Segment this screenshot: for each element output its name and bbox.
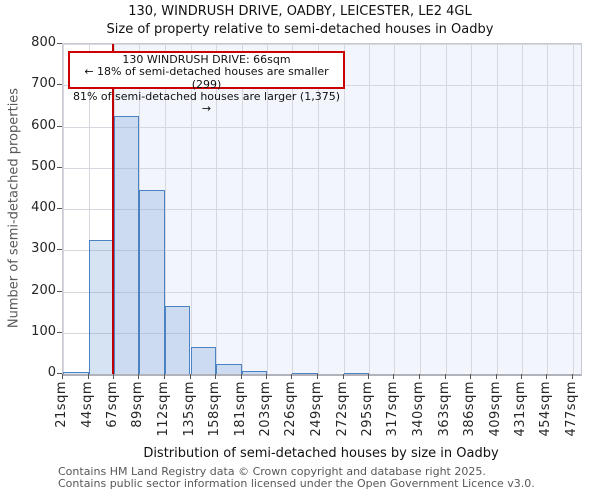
y-tick-label: 700 — [31, 76, 56, 92]
y-tick-label: 400 — [31, 200, 56, 215]
histogram-bar — [139, 190, 165, 374]
horizontal-gridline — [63, 209, 581, 210]
x-tick-mark — [495, 374, 497, 379]
x-tick-mark — [546, 374, 548, 379]
y-tick-label: 300 — [31, 241, 56, 257]
histogram-bar — [164, 305, 191, 374]
x-tick-label: 386sqm — [462, 381, 478, 437]
x-tick-mark — [138, 374, 140, 379]
histogram-bar — [88, 239, 115, 374]
x-tick-mark — [444, 374, 446, 379]
x-tick-mark — [240, 374, 242, 379]
x-tick-mark — [368, 374, 370, 379]
histogram-bar — [241, 370, 267, 374]
horizontal-gridline — [63, 291, 581, 293]
horizontal-gridline — [63, 44, 581, 45]
histogram-bar — [190, 347, 217, 374]
x-tick-mark — [113, 374, 115, 379]
x-tick-label: 340sqm — [410, 381, 426, 437]
y-tick-mark — [57, 125, 62, 127]
y-tick-label: 200 — [31, 282, 56, 298]
x-tick-mark — [291, 374, 293, 379]
x-tick-mark — [62, 374, 63, 379]
x-tick-label: 181sqm — [232, 381, 248, 437]
horizontal-gridline — [63, 167, 581, 169]
x-tick-label: 249sqm — [309, 381, 324, 437]
x-tick-label: 112sqm — [155, 381, 171, 437]
y-tick-label: 0 — [47, 365, 56, 380]
annotation-box: 130 WINDRUSH DRIVE: 66sqm ← 18% of semi-… — [68, 51, 345, 115]
x-tick-label: 44sqm — [79, 381, 95, 428]
plot-area: 130 WINDRUSH DRIVE: 66sqm ← 18% of semi-… — [62, 43, 582, 376]
x-tick-label: 203sqm — [257, 381, 273, 437]
x-tick-label: 89sqm — [130, 381, 146, 428]
histogram-bar — [343, 373, 370, 375]
x-tick-mark — [163, 374, 165, 379]
horizontal-gridline — [63, 126, 581, 128]
x-tick-label: 226sqm — [283, 381, 299, 437]
x-tick-label: 272sqm — [334, 381, 350, 437]
y-tick-label: 100 — [31, 323, 56, 339]
histogram-bar — [63, 371, 89, 374]
x-tick-mark — [87, 374, 89, 379]
y-tick-label: 800 — [31, 35, 56, 50]
histogram-bar — [114, 116, 140, 374]
y-tick-mark — [57, 43, 62, 44]
footer-line-2: Contains public sector information licen… — [58, 476, 535, 490]
x-tick-label: 295sqm — [360, 381, 376, 437]
x-tick-label: 477sqm — [564, 381, 579, 437]
property-marker-line — [112, 44, 115, 374]
x-tick-mark — [470, 374, 472, 379]
y-tick-mark — [57, 290, 62, 292]
footer-line-1: Contains HM Land Registry data © Crown c… — [58, 465, 486, 478]
x-tick-mark — [189, 374, 191, 379]
x-tick-mark — [265, 374, 267, 379]
histogram-bar — [216, 363, 242, 374]
x-tick-label: 363sqm — [436, 381, 452, 437]
y-tick-label: 600 — [31, 117, 56, 133]
annotation-line-2: ← 18% of semi-detached houses are smalle… — [84, 65, 329, 91]
x-tick-label: 317sqm — [385, 381, 401, 437]
x-tick-mark — [215, 374, 217, 379]
y-tick-mark — [57, 331, 62, 333]
histogram-bar — [292, 373, 318, 375]
x-tick-label: 158sqm — [207, 381, 223, 437]
x-tick-label: 409sqm — [487, 381, 503, 437]
annotation-line-1: 130 WINDRUSH DRIVE: 66sqm — [122, 53, 291, 66]
chart-subtitle: Size of property relative to semi-detach… — [106, 22, 494, 37]
x-tick-mark — [342, 374, 344, 379]
y-tick-mark — [57, 84, 62, 86]
x-tick-label: 67sqm — [105, 381, 121, 428]
y-tick-label: 500 — [31, 158, 56, 174]
x-tick-mark — [317, 374, 318, 379]
footer-attribution: Contains HM Land Registry data © Crown c… — [58, 466, 535, 489]
horizontal-gridline — [63, 250, 581, 252]
x-tick-label: 135sqm — [181, 381, 197, 437]
x-axis-title: Distribution of semi-detached houses by … — [143, 446, 499, 461]
y-tick-mark — [57, 249, 62, 251]
x-tick-label: 21sqm — [54, 381, 69, 428]
x-tick-mark — [418, 374, 420, 379]
chart-title: 130, WINDRUSH DRIVE, OADBY, LEICESTER, L… — [128, 4, 472, 19]
x-tick-mark — [572, 374, 573, 379]
x-tick-mark — [520, 374, 522, 379]
y-tick-mark — [57, 373, 62, 374]
x-tick-label: 454sqm — [538, 381, 554, 437]
horizontal-gridline — [63, 332, 581, 334]
y-tick-mark — [57, 208, 62, 209]
x-tick-mark — [393, 374, 395, 379]
x-tick-label: 431sqm — [512, 381, 528, 437]
annotation-line-3: 81% of semi-detached houses are larger (… — [72, 89, 340, 116]
y-tick-mark — [57, 166, 62, 168]
